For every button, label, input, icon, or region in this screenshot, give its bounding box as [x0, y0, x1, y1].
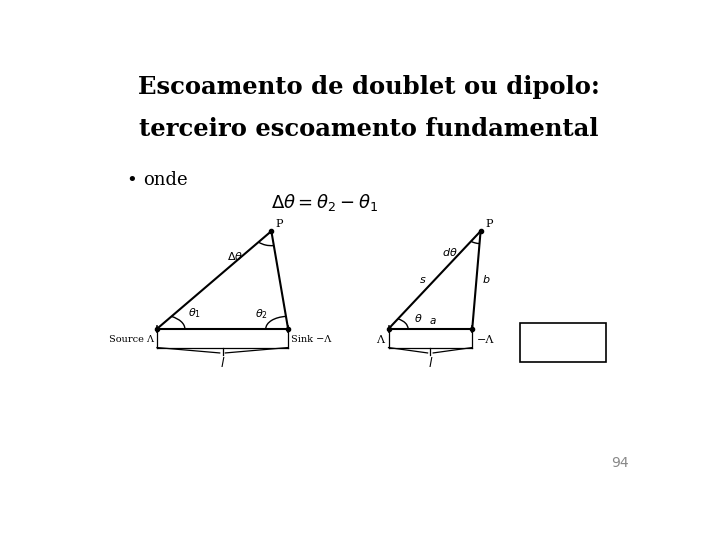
- Text: $\Delta\theta$: $\Delta\theta$: [227, 250, 243, 262]
- Text: a: a: [430, 315, 436, 326]
- Text: l: l: [428, 357, 432, 370]
- Text: $l\Lambda = \mathrm{const}$: $l\Lambda = \mathrm{const}$: [535, 329, 591, 341]
- Text: P: P: [485, 219, 492, 229]
- Text: terceiro escoamento fundamental: terceiro escoamento fundamental: [139, 117, 599, 141]
- Text: $\theta_1$: $\theta_1$: [188, 306, 201, 320]
- Text: −Λ: −Λ: [477, 335, 494, 345]
- Text: b: b: [483, 275, 490, 285]
- Text: •: •: [126, 171, 137, 189]
- Text: $l \rightarrow 0$: $l \rightarrow 0$: [550, 341, 575, 353]
- Text: P: P: [276, 219, 283, 229]
- Text: onde: onde: [143, 171, 188, 189]
- Text: $\Delta\theta = \theta_2 - \theta_1$: $\Delta\theta = \theta_2 - \theta_1$: [271, 192, 378, 213]
- Text: Sink −Λ: Sink −Λ: [291, 335, 331, 344]
- FancyBboxPatch shape: [520, 322, 606, 362]
- Text: $\theta_2$: $\theta_2$: [255, 307, 268, 321]
- Text: s: s: [420, 275, 426, 285]
- Text: l: l: [221, 357, 224, 370]
- Text: Escoamento de doublet ou dipolo:: Escoamento de doublet ou dipolo:: [138, 75, 600, 99]
- Text: $\theta$: $\theta$: [414, 312, 422, 324]
- Text: 94: 94: [611, 456, 629, 470]
- Text: Λ: Λ: [376, 335, 384, 345]
- Text: Source Λ: Source Λ: [109, 335, 154, 344]
- Text: $d\theta$: $d\theta$: [442, 246, 458, 258]
